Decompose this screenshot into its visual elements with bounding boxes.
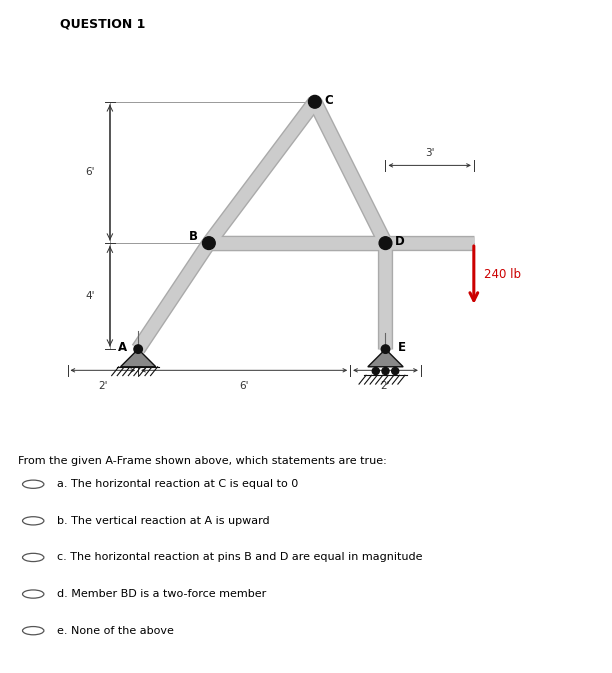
Text: a. The horizontal reaction at C is equal to 0: a. The horizontal reaction at C is equal… xyxy=(57,479,298,489)
Circle shape xyxy=(392,367,399,375)
Polygon shape xyxy=(121,349,156,367)
Text: QUESTION 1: QUESTION 1 xyxy=(60,17,146,31)
Text: b. The vertical reaction at A is upward: b. The vertical reaction at A is upward xyxy=(57,516,269,526)
Text: 6': 6' xyxy=(239,381,249,391)
Text: 2': 2' xyxy=(98,381,108,391)
Text: 4': 4' xyxy=(86,291,95,301)
Circle shape xyxy=(308,96,321,108)
Text: d. Member BD is a two-force member: d. Member BD is a two-force member xyxy=(57,589,266,599)
Text: c. The horizontal reaction at pins B and D are equal in magnitude: c. The horizontal reaction at pins B and… xyxy=(57,553,422,563)
Text: A: A xyxy=(118,341,127,354)
Circle shape xyxy=(372,367,379,375)
Text: 240 lb: 240 lb xyxy=(485,269,521,281)
Text: D: D xyxy=(395,235,405,248)
Text: 3': 3' xyxy=(425,148,435,158)
Circle shape xyxy=(203,237,215,250)
Text: 2': 2' xyxy=(381,381,390,391)
Circle shape xyxy=(134,345,143,353)
Text: e. None of the above: e. None of the above xyxy=(57,626,174,636)
Circle shape xyxy=(382,367,389,375)
Circle shape xyxy=(379,237,392,250)
Text: C: C xyxy=(324,94,334,106)
Text: 6': 6' xyxy=(86,168,95,178)
Text: B: B xyxy=(188,229,198,242)
Polygon shape xyxy=(368,349,403,367)
Circle shape xyxy=(381,345,390,353)
Text: E: E xyxy=(397,341,405,354)
Text: From the given A-Frame shown above, which statements are true:: From the given A-Frame shown above, whic… xyxy=(18,456,387,466)
